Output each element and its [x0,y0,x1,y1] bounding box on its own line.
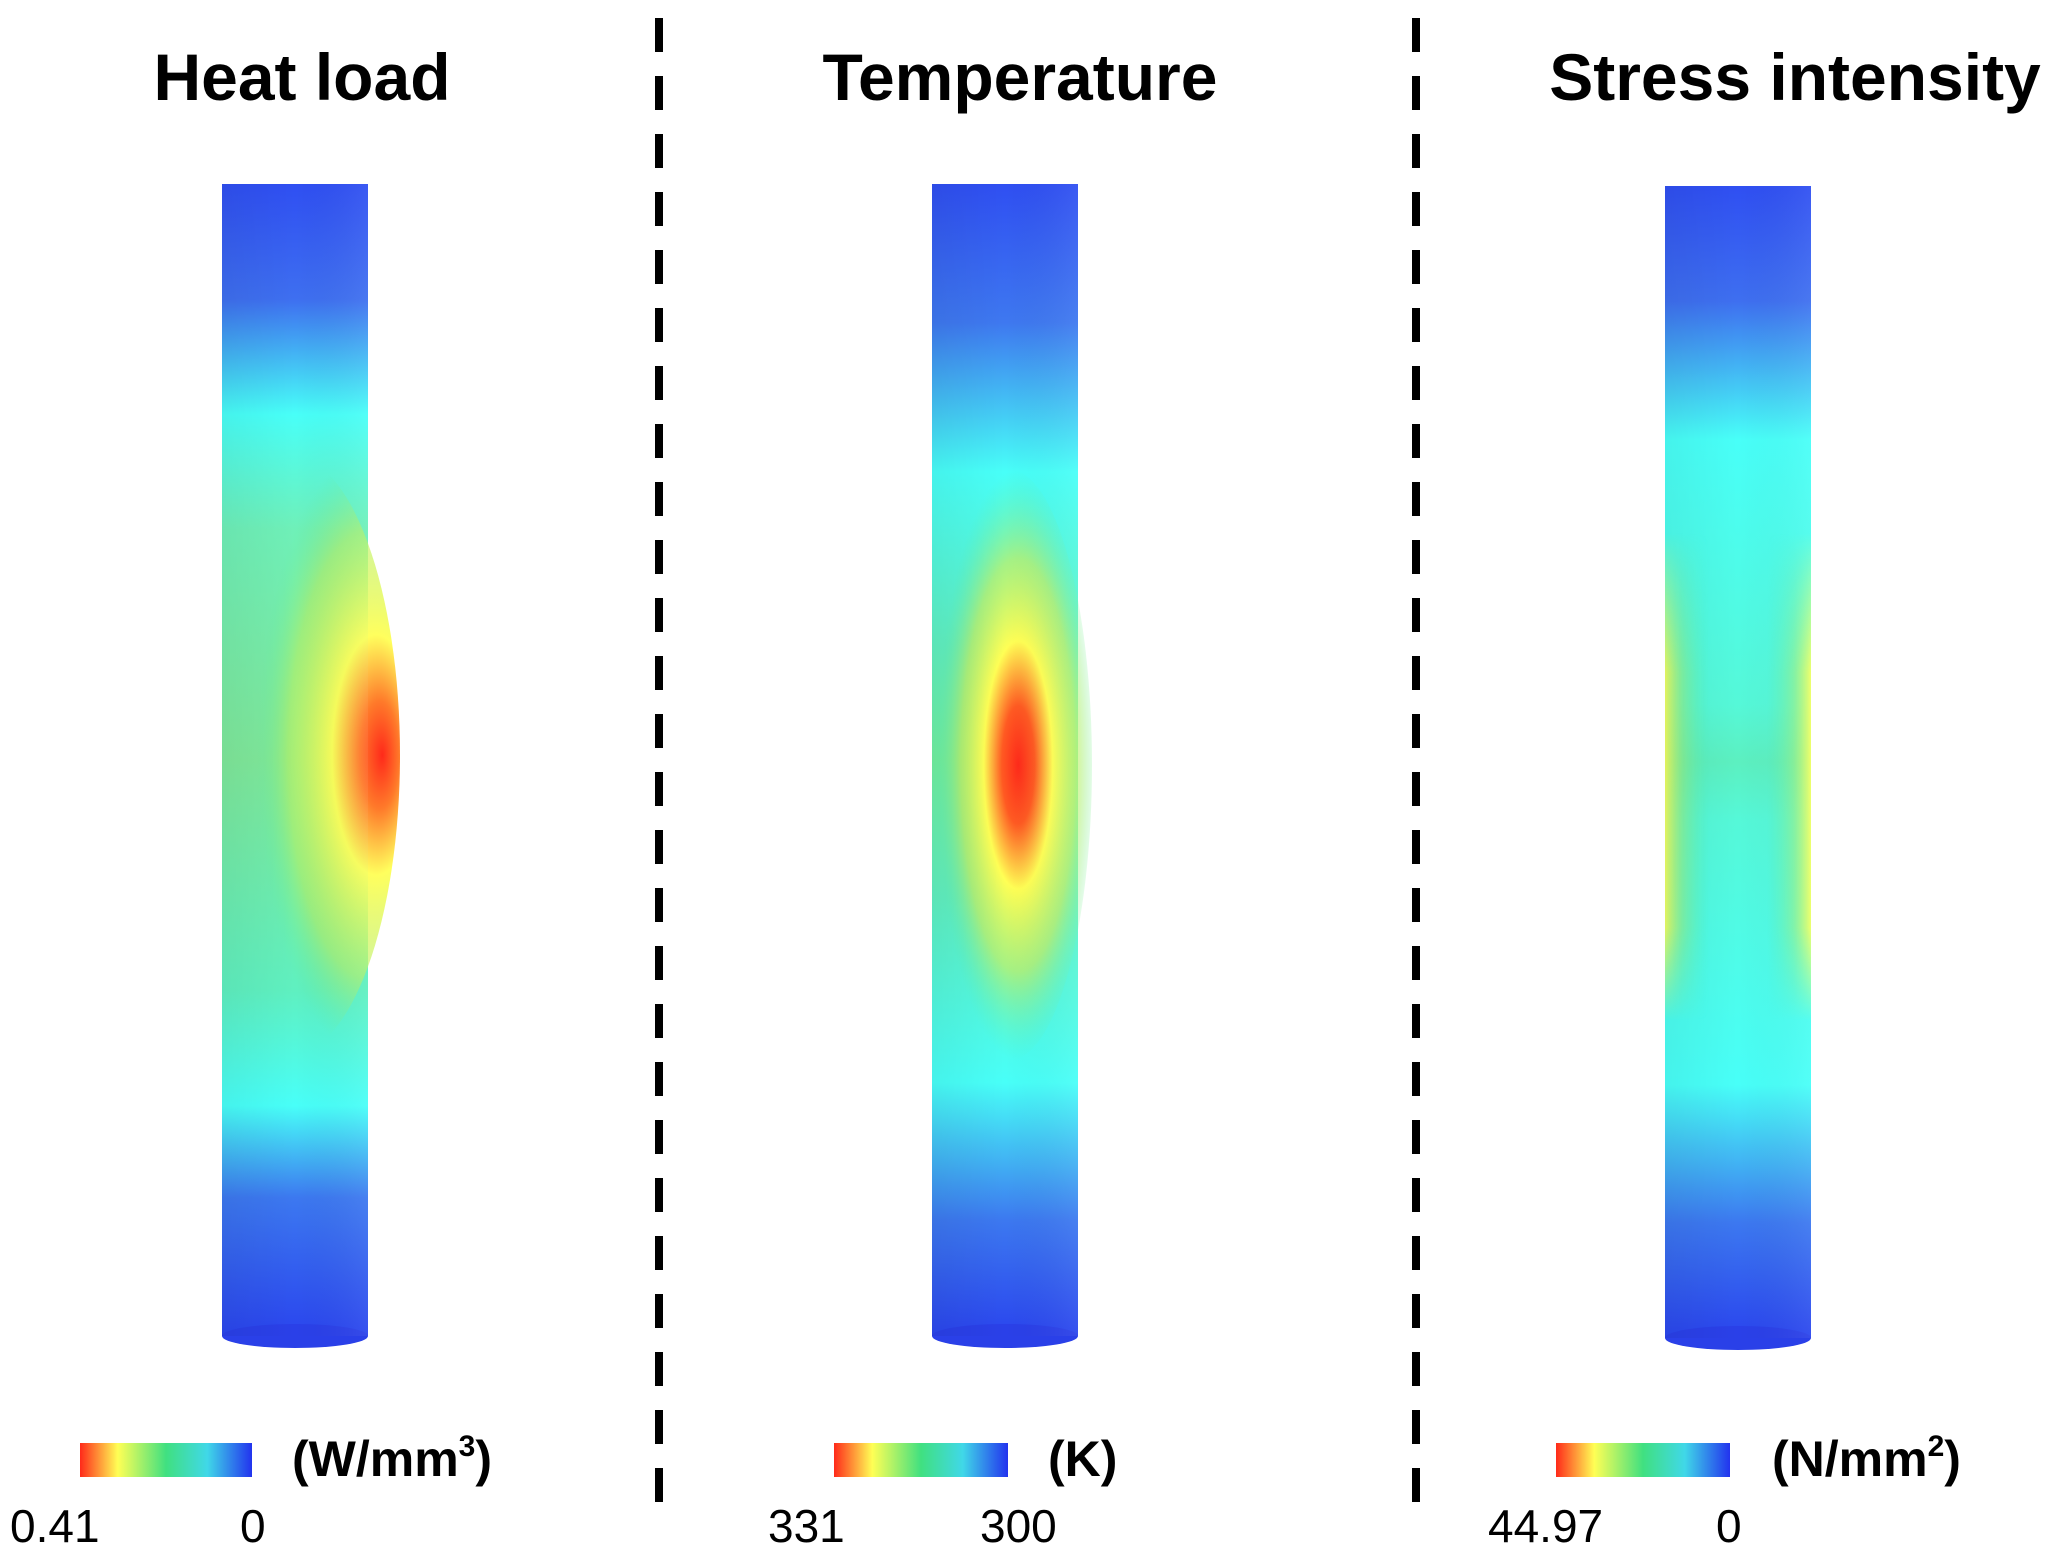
stress-intensity-colorbar [1556,1443,1730,1477]
heat-load-colorbar [80,1443,252,1477]
panel-title: Heat load [153,40,450,114]
colorbar-min-label: 0 [1716,1500,1742,1552]
colorbar-max-label: 0.41 [10,1500,100,1552]
panel-title: Stress intensity [1549,40,2041,114]
unit-label: (K) [1048,1431,1117,1487]
stress-intensity-cylinder [1665,186,1811,1350]
colorbar-max-label: 44.97 [1488,1500,1603,1552]
panel-stress-intensity: Stress intensity (N/mm2) 44.97 0 [1488,40,2041,1552]
panel-temperature: Temperature (K) 331 300 [768,40,1217,1552]
temperature-cylinder [928,184,1092,1348]
colorbar-min-label: 0 [240,1500,266,1552]
colorbar-min-label: 300 [980,1500,1057,1552]
panel-heat-load: Heat load (W/mm3) 0.41 0 [10,40,492,1552]
unit-label: (N/mm2) [1772,1430,1961,1487]
colorbar-max-label: 331 [768,1500,845,1552]
heat-load-cylinder [180,184,400,1348]
unit-label: (W/mm3) [292,1430,492,1487]
temperature-colorbar [834,1443,1008,1477]
panel-title: Temperature [823,40,1218,114]
